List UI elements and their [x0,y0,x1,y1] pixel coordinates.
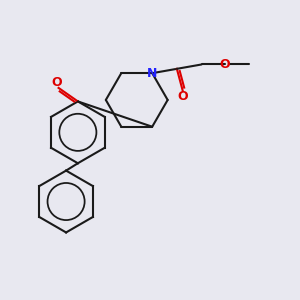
Text: O: O [52,76,62,89]
Text: O: O [220,58,230,71]
Text: N: N [147,67,158,80]
Text: O: O [178,90,188,104]
